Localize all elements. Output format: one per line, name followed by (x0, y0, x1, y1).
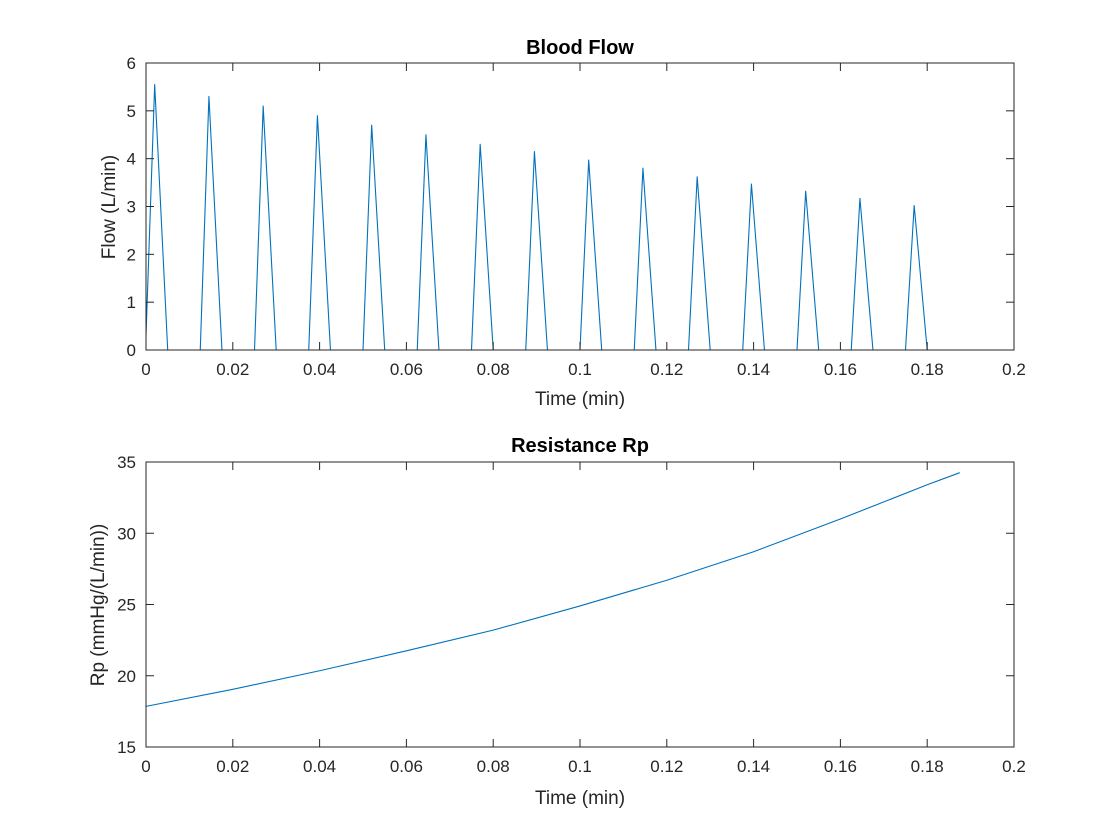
x-tick-label: 0.12 (650, 757, 683, 776)
y-tick-label: 5 (127, 102, 136, 121)
y-tick-label: 25 (117, 596, 136, 615)
x-axis-label: Time (min) (535, 389, 625, 410)
chart-title: Resistance Rp (511, 435, 649, 457)
x-tick-label: 0 (141, 757, 150, 776)
y-tick-label: 1 (127, 293, 136, 312)
x-tick-label: 0.12 (650, 360, 683, 379)
x-tick-label: 0.2 (1002, 757, 1026, 776)
y-tick-label: 20 (117, 667, 136, 686)
series-line (145, 472, 960, 707)
x-axis-label: Time (min) (535, 788, 625, 809)
x-tick-label: 0.04 (303, 757, 336, 776)
x-tick-label: 0.18 (911, 757, 944, 776)
axes-resistance-rp: 0 0.02 0.04 0.06 0.08 0.1 0.12 0.14 0.16 0.18 0.2 1… (117, 453, 1026, 776)
y-tick-label: 35 (117, 453, 136, 472)
x-tick-label: 0.04 (303, 360, 336, 379)
y-axis-label: Flow (L/min) (99, 155, 120, 260)
x-tick-label: 0.16 (824, 360, 857, 379)
x-tick-label: 0.02 (216, 757, 249, 776)
y-tick-label: 4 (127, 150, 136, 169)
y-tick-label: 3 (127, 198, 136, 217)
x-tick-label: 0.16 (824, 757, 857, 776)
chart-title: Blood Flow (526, 37, 634, 59)
axes-blood-flow: 0 0.02 0.04 0.06 0.08 0.1 0.12 0.14 0.16 0.18 0.2 0… (127, 54, 1026, 379)
x-tick-label: 0.18 (911, 360, 944, 379)
x-tick-label: 0.14 (737, 360, 770, 379)
x-tick-label: 0.1 (568, 360, 592, 379)
x-tick-label: 0.14 (737, 757, 770, 776)
y-tick-label: 30 (117, 524, 136, 543)
chart-blood-flow: Blood Flow 0 0.02 0.04 0.06 0.08 0.1 0.12 0.14 0… (99, 37, 1026, 410)
x-tick-label: 0 (141, 360, 150, 379)
y-tick-label: 6 (127, 54, 136, 73)
y-tick-label: 0 (127, 341, 136, 360)
x-tick-label: 0.2 (1002, 360, 1026, 379)
y-tick-label: 15 (117, 738, 136, 757)
series-line (145, 83, 960, 351)
y-axis-label: Rp (mmHg/(L/min)) (88, 524, 109, 687)
x-tick-label: 0.06 (390, 360, 423, 379)
chart-resistance-rp: Resistance Rp 0 0.02 0.04 0.06 0.08 0.1 0.12 0.… (88, 435, 1026, 809)
x-tick-label: 0.06 (390, 757, 423, 776)
x-tick-label: 0.08 (477, 757, 510, 776)
x-tick-label: 0.1 (568, 757, 592, 776)
x-tick-label: 0.02 (216, 360, 249, 379)
y-tick-label: 2 (127, 245, 136, 264)
x-tick-label: 0.08 (477, 360, 510, 379)
